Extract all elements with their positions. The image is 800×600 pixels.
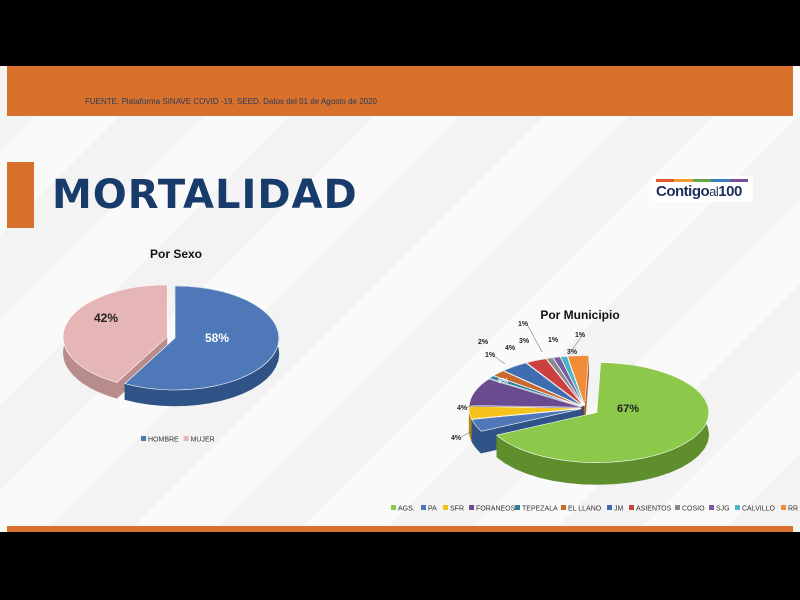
pie-chart <box>468 355 710 485</box>
legend-label: FORANEOS <box>476 506 516 513</box>
logo-mid: al <box>709 184 719 199</box>
data-label: 4% <box>505 345 516 352</box>
logo-num: 100 <box>718 183 742 200</box>
logo-color-strip <box>656 179 749 182</box>
logo-text: Contigoal100 <box>656 183 742 200</box>
pie-slice-pa <box>471 408 582 432</box>
legend-swatch <box>675 505 680 510</box>
data-label: 67% <box>617 403 639 415</box>
data-label: 42% <box>94 311 118 325</box>
data-label: 3% <box>567 349 578 356</box>
title-accent-bar <box>7 162 34 228</box>
footer-band <box>7 526 793 532</box>
pie-slice-rr <box>567 355 590 406</box>
data-label: 2% <box>478 339 489 346</box>
header-band: FUENTE. Plataforma SINAVE COVID -19, SEE… <box>7 66 793 116</box>
legend-swatch <box>607 505 612 510</box>
data-label: 4% <box>457 405 468 412</box>
leader-line <box>460 427 479 438</box>
logo-strip-segment <box>656 179 675 182</box>
pie-slice-calvillo <box>559 355 585 406</box>
legend-label: HOMBRE <box>148 437 179 444</box>
data-label: 4% <box>451 435 462 442</box>
logo-strip-segment <box>711 179 730 182</box>
legend-label: PA <box>428 506 437 513</box>
legend-label: ASIENTOS <box>636 506 672 513</box>
logo-strip-segment <box>692 179 712 182</box>
pie-slice-ags- <box>496 362 710 463</box>
pie-slice-jm <box>502 362 583 407</box>
logo-main: Contigo <box>656 183 710 200</box>
legend-label: EL LLANO <box>568 506 602 513</box>
legend-label: AGS. <box>398 506 415 513</box>
leader-line <box>493 355 506 365</box>
logo-strip-segment <box>729 179 749 182</box>
legend-label: CALVILLO <box>742 506 775 513</box>
legend-swatch <box>515 505 520 510</box>
legend-swatch <box>709 505 714 510</box>
logo: Contigoal100 <box>652 176 753 202</box>
legend-swatch <box>561 505 566 510</box>
chart-title-municipio: Por Municipio <box>540 308 619 322</box>
legend-label: TEPEZALA <box>522 506 558 513</box>
legend-swatch <box>183 436 189 441</box>
leader-line <box>527 325 543 353</box>
logo-strip-segment <box>674 179 693 182</box>
chart-title-sexo: Por Sexo <box>150 247 202 261</box>
legend-swatch <box>443 505 448 510</box>
data-label: 1% <box>518 321 529 328</box>
leader-line <box>465 401 479 409</box>
pie-slice-asientos <box>525 358 584 407</box>
legend-label: MUJER <box>191 437 215 444</box>
page-title: MORTALIDAD <box>52 172 358 218</box>
legend-swatch <box>421 505 426 510</box>
pie-chart <box>62 284 280 407</box>
data-label: 3% <box>519 338 530 345</box>
legend-swatch <box>141 436 146 441</box>
legend-swatch <box>735 505 740 510</box>
legend-label: COSIO <box>682 506 705 513</box>
pie-slice-foraneos <box>468 378 582 408</box>
data-label: 1% <box>548 337 559 344</box>
legend-swatch <box>781 505 786 510</box>
legend-label: SJG <box>716 506 730 513</box>
legend-swatch <box>469 505 474 510</box>
pie-slice-mujer <box>62 284 168 383</box>
pie-slice-el-llano <box>493 370 583 407</box>
pie-slice-hombre <box>124 285 280 391</box>
legend-label: JM <box>614 506 624 513</box>
pie-slice-wall <box>584 355 589 428</box>
data-label: 58% <box>205 331 229 345</box>
legend-label: RR <box>788 506 798 513</box>
legend-swatch <box>629 505 634 510</box>
legend-label: SFR <box>450 506 464 513</box>
legend-swatch <box>391 505 396 510</box>
source-text: FUENTE. Plataforma SINAVE COVID -19, SEE… <box>85 97 377 106</box>
data-label: 9% <box>498 378 509 385</box>
data-label: 1% <box>485 352 496 359</box>
leader-line <box>571 335 583 351</box>
data-label: 1% <box>575 332 586 339</box>
slide: FUENTE. Plataforma SINAVE COVID -19, SEE… <box>0 66 800 532</box>
